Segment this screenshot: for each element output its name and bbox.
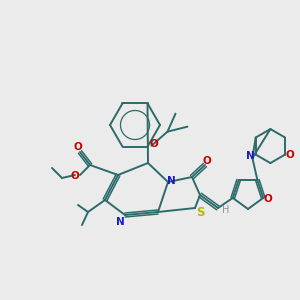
Text: N: N bbox=[246, 151, 255, 161]
Text: H: H bbox=[222, 205, 230, 215]
Text: O: O bbox=[70, 171, 80, 181]
Text: O: O bbox=[74, 142, 82, 152]
Text: O: O bbox=[202, 156, 211, 166]
Text: S: S bbox=[196, 206, 204, 218]
Text: N: N bbox=[167, 176, 176, 186]
Text: N: N bbox=[116, 217, 124, 227]
Text: O: O bbox=[286, 150, 295, 160]
Text: O: O bbox=[264, 194, 273, 204]
Text: O: O bbox=[149, 139, 158, 149]
